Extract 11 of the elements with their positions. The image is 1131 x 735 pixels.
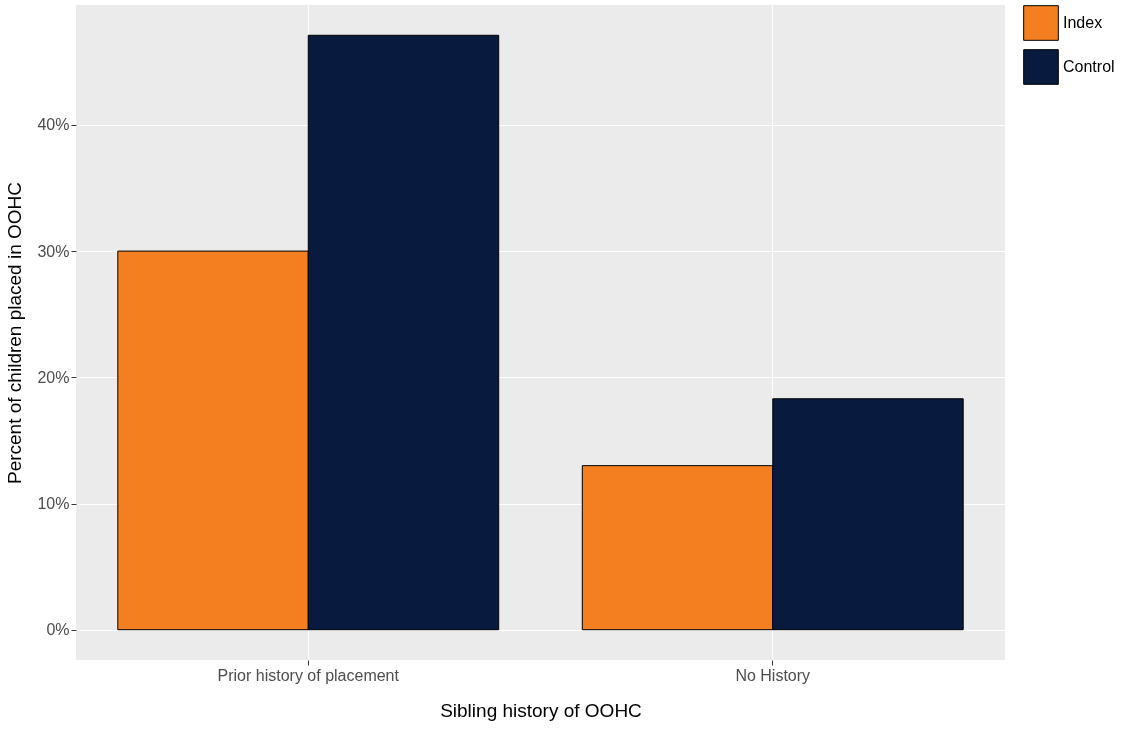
y-tick-label: 20% xyxy=(37,368,70,386)
legend-label: Index xyxy=(1063,14,1103,31)
y-axis-title: Percent of children placed in OOHC xyxy=(4,181,26,485)
y-tick-label: 40% xyxy=(37,116,70,134)
y-tick-label: 0% xyxy=(46,621,70,639)
x-tick-label: Prior history of placement xyxy=(217,666,400,684)
y-tick-label: 10% xyxy=(37,495,70,513)
legend-label: Control xyxy=(1063,58,1115,75)
x-tick-label: No History xyxy=(735,666,811,684)
x-axis-title: Sibling history of OOHC xyxy=(440,699,642,721)
y-tick-label: 30% xyxy=(37,242,70,260)
